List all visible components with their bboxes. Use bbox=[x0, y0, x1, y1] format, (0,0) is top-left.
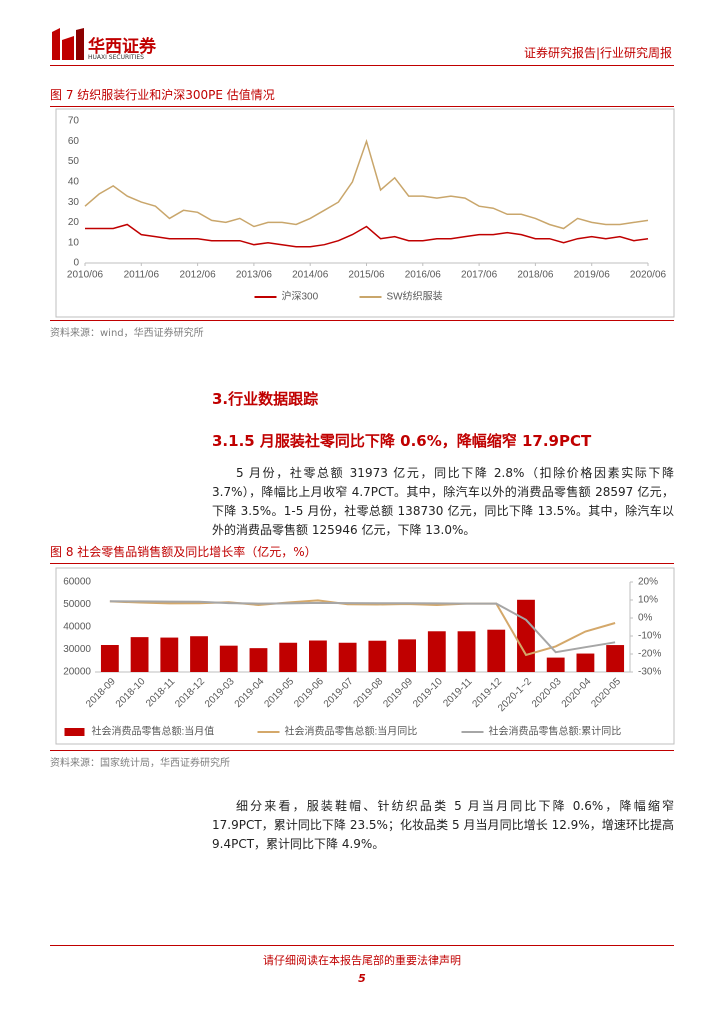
figure-title: 图 8 社会零售品销售额及同比增长率（亿元，%） bbox=[50, 543, 674, 564]
x-tick-label: 2019-11 bbox=[441, 676, 475, 710]
x-tick-label: 2013/06 bbox=[236, 270, 273, 281]
page-number: 5 bbox=[358, 972, 366, 985]
bar bbox=[338, 642, 357, 672]
source: 资料来源：国家统计局，华西证券研究所 bbox=[50, 750, 674, 769]
x-tick-label: 2019-08 bbox=[352, 676, 386, 710]
footer-notice: 请仔细阅读在本报告尾部的重要法律声明 bbox=[263, 954, 461, 967]
bar bbox=[130, 637, 149, 672]
report-type: 证券研究报告|行业研究周报 bbox=[523, 46, 672, 60]
footer-rule bbox=[50, 945, 674, 946]
y-tick-label: 70 bbox=[68, 116, 80, 127]
chart: 0 10 20 30 40 50 60 70 2010/06 2011/06 2012/06 2013… bbox=[55, 108, 675, 318]
bar bbox=[160, 637, 179, 672]
x-tick-label: 2020-05 bbox=[589, 676, 623, 710]
x-tick-label: 2012/06 bbox=[180, 270, 217, 281]
header-rule bbox=[50, 65, 674, 66]
x-tick-label: 2019/06 bbox=[574, 270, 611, 281]
bar bbox=[249, 648, 268, 672]
chart: 20000 30000 40000 50000 60000 20% 10% 0% -10% -20… bbox=[55, 567, 675, 745]
bar bbox=[576, 653, 595, 672]
x-tick-label: 2017/06 bbox=[461, 270, 498, 281]
bar bbox=[606, 645, 625, 672]
brand: 华西证券 bbox=[88, 37, 156, 57]
x-tick-label: 2019-06 bbox=[292, 676, 326, 710]
legend-label: 社会消费品零售总额:当月值 bbox=[92, 725, 215, 738]
y-tick-label: 40000 bbox=[63, 622, 91, 633]
y-tick-label: 60 bbox=[68, 136, 80, 147]
y-tick-label: 50000 bbox=[63, 599, 91, 610]
x-tick-label: 2018/06 bbox=[517, 270, 554, 281]
y2-tick-label: 10% bbox=[638, 595, 658, 606]
y2-tick-label: 0% bbox=[638, 613, 653, 624]
logo bbox=[52, 28, 84, 60]
legend-label: 社会消费品零售总额:当月同比 bbox=[285, 725, 418, 738]
y-tick-label: 40 bbox=[68, 176, 80, 187]
y-tick-label: 60000 bbox=[63, 577, 91, 588]
legend-label: SW纺织服装 bbox=[387, 290, 443, 303]
y2-tick-label: -20% bbox=[638, 649, 661, 660]
legend-swatch bbox=[64, 728, 85, 736]
plot-frame bbox=[55, 567, 675, 745]
bar bbox=[398, 639, 416, 672]
bar bbox=[517, 599, 535, 672]
y2-tick-label: -10% bbox=[638, 631, 661, 642]
bar bbox=[190, 636, 208, 672]
x-tick-label: 2018-11 bbox=[144, 676, 178, 710]
bar bbox=[546, 657, 565, 672]
line-series bbox=[109, 599, 616, 657]
line-series bbox=[85, 223, 649, 248]
y-tick-label: 20000 bbox=[63, 667, 91, 678]
plot-frame bbox=[55, 108, 675, 318]
legend-label: 沪深300 bbox=[282, 290, 319, 303]
y-tick-label: 0 bbox=[73, 258, 79, 269]
bar bbox=[309, 640, 327, 672]
x-tick-label: 2020-03 bbox=[530, 676, 564, 710]
y-tick-label: 50 bbox=[68, 156, 80, 167]
line-series bbox=[109, 600, 616, 654]
brand-en: HUAXI SECURITIES bbox=[88, 54, 144, 61]
bar bbox=[487, 629, 506, 672]
x-tick-label: 2019-09 bbox=[381, 676, 415, 710]
x-tick-label: 2011/06 bbox=[124, 270, 160, 281]
source: 资料来源：wind，华西证券研究所 bbox=[50, 320, 674, 339]
x-tick-label: 2010/06 bbox=[67, 270, 104, 281]
y2-tick-label: -30% bbox=[638, 667, 661, 678]
x-tick-label: 2019-04 bbox=[233, 676, 267, 710]
paragraph: 细分来看，服装鞋帽、针纺织品类 5 月当月同比下降 0.6%，降幅缩窄 17.9… bbox=[212, 799, 674, 851]
legend-label: 社会消费品零售总额:累计同比 bbox=[489, 725, 622, 738]
x-tick-label: 2014/06 bbox=[292, 270, 329, 281]
bar bbox=[427, 631, 446, 672]
y-tick-label: 30000 bbox=[63, 644, 91, 655]
y2-tick-label: 20% bbox=[638, 577, 658, 588]
x-tick-label: 2015/06 bbox=[348, 270, 385, 281]
x-tick-label: 2019-05 bbox=[262, 676, 296, 710]
line-series bbox=[84, 138, 649, 230]
bar bbox=[457, 631, 476, 672]
paragraph: 5 月份，社零总额 31973 亿元，同比下降 2.8%（扣除价格因素实际下降 … bbox=[212, 466, 674, 537]
figure-title: 图 7 纺织服装行业和沪深300PE 估值情况 bbox=[50, 86, 674, 107]
x-tick-label: 2019-10 bbox=[411, 676, 445, 710]
x-tick-label: 2020-04 bbox=[560, 676, 594, 710]
bar bbox=[279, 642, 298, 672]
y-tick-label: 20 bbox=[68, 217, 80, 228]
x-tick-label: 2019-07 bbox=[322, 676, 356, 710]
section-subheading: 3.1.5 月服装社零同比下降 0.6%，降幅缩窄 17.9PCT bbox=[212, 432, 592, 450]
y-tick-label: 30 bbox=[68, 197, 80, 208]
x-tick-label: 2018-09 bbox=[84, 676, 118, 710]
y-tick-label: 10 bbox=[68, 237, 80, 248]
section-heading: 3.行业数据跟踪 bbox=[212, 390, 319, 408]
bar bbox=[100, 645, 119, 672]
bar bbox=[368, 640, 387, 672]
x-tick-label: 2016/06 bbox=[405, 270, 442, 281]
x-tick-label: 2019-03 bbox=[203, 676, 237, 710]
x-tick-label: 2018-10 bbox=[114, 676, 148, 710]
x-tick-label: 2020/06 bbox=[630, 270, 667, 281]
bar bbox=[219, 645, 238, 672]
x-tick-label: 2018-12 bbox=[173, 676, 207, 710]
